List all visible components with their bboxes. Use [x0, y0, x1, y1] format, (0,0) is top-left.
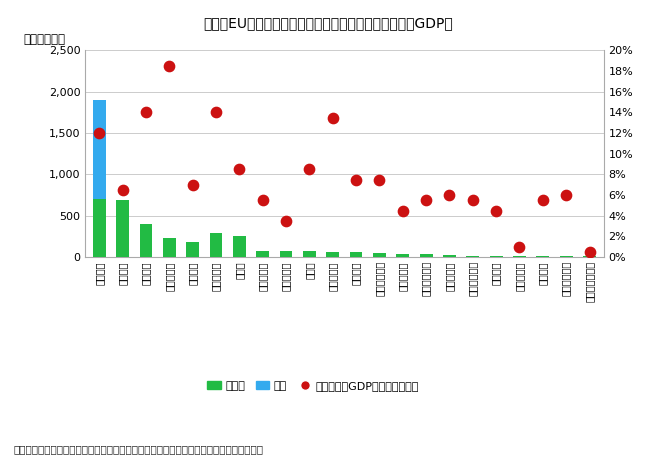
利用計画対GDP比（右目盛り）	[117, 186, 128, 194]
Bar	[186, 242, 199, 257]
Bar	[116, 200, 129, 257]
利用計画対GDP比（右目盛り）	[281, 217, 291, 224]
Text: 図表　EU加盟国の復興計画の補助金・融資要請額と対GDP比: 図表 EU加盟国の復興計画の補助金・融資要請額と対GDP比	[203, 16, 453, 30]
利用計画対GDP比（右目盛り）	[468, 196, 478, 204]
Bar	[420, 254, 432, 257]
利用計画対GDP比（右目盛り）	[514, 243, 525, 250]
Bar	[233, 236, 246, 257]
Bar	[303, 251, 316, 257]
Text: （億ユーロ）: （億ユーロ）	[23, 34, 65, 46]
Bar	[186, 249, 199, 257]
利用計画対GDP比（右目盛り）	[211, 109, 221, 116]
Bar	[163, 250, 176, 257]
Bar	[443, 255, 456, 257]
Bar	[583, 256, 596, 257]
Bar	[350, 252, 363, 257]
Bar	[256, 252, 269, 257]
Bar	[513, 256, 526, 257]
Bar	[560, 256, 573, 257]
Bar	[279, 251, 293, 257]
利用計画対GDP比（右目盛り）	[537, 196, 548, 204]
Bar	[209, 233, 222, 257]
利用計画対GDP比（右目盛り）	[421, 196, 432, 204]
Bar	[537, 256, 549, 257]
利用計画対GDP比（右目盛り）	[398, 207, 408, 214]
Bar	[490, 256, 502, 257]
利用計画対GDP比（右目盛り）	[164, 62, 174, 70]
利用計画対GDP比（右目盛り）	[304, 166, 315, 173]
Bar	[326, 252, 339, 257]
Legend: 補助金, 融資, 利用計画対GDP比（右目盛り）: 補助金, 融資, 利用計画対GDP比（右目盛り）	[203, 376, 424, 395]
Bar	[93, 100, 106, 257]
利用計画対GDP比（右目盛り）	[141, 109, 152, 116]
利用計画対GDP比（右目盛り）	[584, 248, 595, 256]
利用計画対GDP比（右目盛り）	[94, 129, 104, 137]
Bar	[396, 254, 409, 257]
Bar	[140, 224, 152, 257]
Text: （注）６月２日時点で計画を未提出のブルガリア、エストニア、マルタ、オランダを除く: （注）６月２日時点で計画を未提出のブルガリア、エストニア、マルタ、オランダを除く	[13, 444, 263, 454]
利用計画対GDP比（右目盛り）	[234, 166, 245, 173]
利用計画対GDP比（右目盛り）	[444, 191, 455, 199]
利用計画対GDP比（右目盛り）	[491, 207, 501, 214]
Bar	[373, 253, 386, 257]
Bar	[466, 256, 480, 257]
利用計画対GDP比（右目盛り）	[374, 176, 384, 183]
利用計画対GDP比（右目盛り）	[351, 176, 361, 183]
利用計画対GDP比（右目盛り）	[188, 181, 198, 188]
利用計画対GDP比（右目盛り）	[561, 191, 571, 199]
Bar	[163, 238, 176, 257]
Bar	[93, 199, 106, 257]
利用計画対GDP比（右目盛り）	[327, 114, 338, 121]
利用計画対GDP比（右目盛り）	[257, 196, 268, 204]
